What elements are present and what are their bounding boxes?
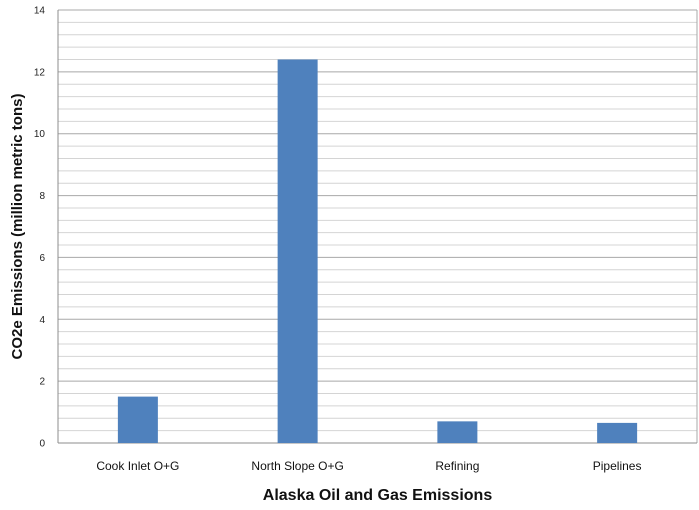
bar bbox=[437, 421, 478, 443]
bars bbox=[117, 59, 638, 443]
x-tick-labels: Cook Inlet O+G North Slope O+G Refining Pip… bbox=[96, 459, 641, 473]
bar bbox=[117, 396, 158, 443]
y-tick-label: 12 bbox=[34, 67, 46, 78]
y-tick-label: 2 bbox=[39, 377, 45, 388]
x-axis-title: Alaska Oil and Gas Emissions bbox=[263, 487, 493, 504]
gridlines bbox=[58, 9, 698, 443]
bar bbox=[597, 422, 638, 443]
y-tick-label: 14 bbox=[34, 6, 46, 17]
y-tick-labels: 0 2 4 6 8 10 12 14 bbox=[34, 6, 46, 450]
y-tick-label: 0 bbox=[39, 439, 45, 450]
x-tick-label: Cook Inlet O+G bbox=[96, 459, 179, 473]
y-axis-title: CO2e Emissions (million metric tons) bbox=[9, 94, 26, 360]
x-tick-label: Pipelines bbox=[593, 459, 642, 473]
y-tick-label: 6 bbox=[39, 253, 45, 264]
x-tick-label: Refining bbox=[435, 459, 479, 473]
y-tick-label: 4 bbox=[39, 315, 45, 326]
x-tick-label: North Slope O+G bbox=[251, 459, 343, 473]
bar bbox=[277, 59, 318, 443]
y-tick-label: 8 bbox=[39, 191, 45, 202]
y-tick-label: 10 bbox=[34, 129, 46, 140]
